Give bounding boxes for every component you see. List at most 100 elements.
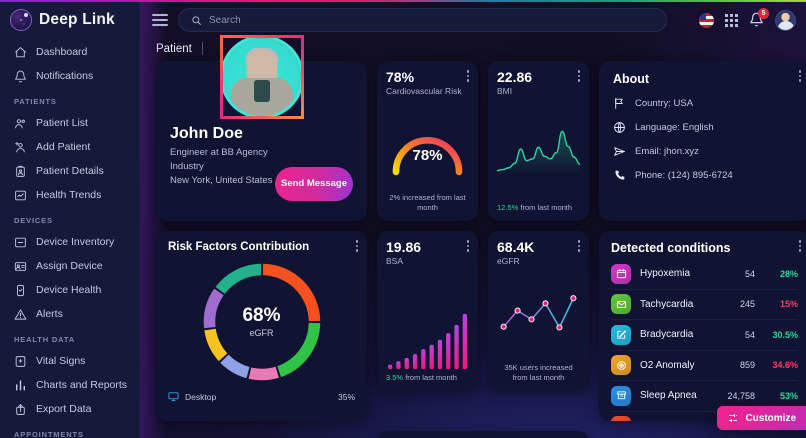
conditions-title: Detected conditions — [611, 241, 731, 255]
send-message-button[interactable]: Send Message — [275, 167, 353, 201]
phone-icon — [615, 170, 625, 180]
risk-footer-value: 35% — [337, 391, 355, 402]
bsa-value: 19.86 — [386, 239, 422, 255]
condition-count: 54 — [744, 268, 755, 279]
globe-icon — [614, 122, 625, 133]
condition-percent: 34.6% — [772, 360, 798, 371]
sidebar-item-alerts[interactable]: Alerts — [0, 302, 140, 326]
condition-row[interactable]: Spam Message54847% — [611, 412, 798, 421]
patient-meta: Engineer at BB Agency Industry New York,… — [170, 143, 353, 187]
vitals-icon — [15, 355, 26, 367]
risk-footer: Desktop 35% — [168, 391, 355, 402]
card-menu-icon[interactable] — [466, 70, 469, 82]
condition-row[interactable]: Tachycardia 245 15% — [611, 290, 798, 320]
condition-row[interactable]: Sleep Apnea 24,758 53% — [611, 381, 798, 412]
user-plus-icon — [15, 141, 25, 152]
card-menu-icon[interactable] — [466, 240, 469, 252]
bsa-bar-chart — [387, 313, 468, 369]
bsa-bar — [396, 361, 401, 369]
customize-button[interactable]: Customize — [717, 406, 806, 430]
card-menu-icon[interactable] — [798, 70, 801, 82]
egfr-point — [514, 307, 521, 314]
heartbeat-card: 120 23.7% Average Heartbeat Rate — [377, 431, 589, 438]
sidebar-item-label: Device Inventory — [36, 236, 115, 248]
sidebar-item-device-health[interactable]: Device Health — [0, 278, 140, 302]
condition-row[interactable]: O2 Anomaly 859 34.6% — [611, 351, 798, 381]
sidebar-item-charts-and-reports[interactable]: Charts and Reports — [0, 373, 140, 397]
bmi-footer: 12.5% from last month — [497, 203, 580, 213]
bsa-delta: 3.5% — [386, 372, 404, 382]
egfr-point — [556, 324, 563, 331]
condition-row[interactable]: Hypoxemia 54 28% — [611, 259, 798, 290]
notifications-button[interactable]: 5 — [749, 8, 769, 28]
sidebar-item-assign-device[interactable]: Assign Device — [0, 254, 140, 278]
bsa-footer: 3.5% from last month — [386, 373, 469, 383]
condition-percent: 15% — [779, 299, 798, 310]
apps-grid-icon[interactable] — [725, 13, 738, 27]
top-bar-actions: 5 — [699, 8, 796, 31]
warning-icon — [14, 308, 27, 320]
dashboard-grid: John Doe Engineer at BB Agency Industry … — [140, 35, 806, 438]
bmi-value: 22.86 — [497, 69, 533, 85]
sidebar-item-patient-list[interactable]: Patient List — [0, 111, 140, 135]
home-icon — [14, 46, 27, 59]
target-icon — [611, 355, 631, 376]
brand-logo-icon — [10, 9, 32, 31]
sidebar-item-health-trends[interactable]: Health Trends — [0, 183, 140, 207]
sidebar-item-device-inventory[interactable]: Device Inventory — [0, 230, 140, 254]
condition-count: 54 — [744, 329, 755, 340]
mobile-check-icon — [17, 284, 24, 296]
egfr-line — [503, 297, 575, 329]
donut-segment — [203, 328, 227, 362]
phone-icon — [613, 169, 626, 182]
donut-center: 68% eGFR — [168, 306, 355, 338]
sidebar-item-notifications[interactable]: Notifications — [0, 64, 140, 88]
search-bar[interactable] — [178, 8, 667, 32]
bar-chart-icon — [16, 379, 25, 391]
sidebar-section-patients: PATIENTS — [14, 97, 57, 106]
card-menu-icon[interactable] — [355, 240, 358, 252]
bmi-footer-text: from last month — [520, 202, 573, 212]
sidebar-item-add-patient[interactable]: Add Patient — [0, 135, 140, 159]
top-accent-bar — [0, 0, 806, 2]
sidebar-item-vital-signs[interactable]: Vital Signs — [0, 349, 140, 373]
search-input[interactable] — [209, 14, 654, 26]
sidebar-item-label: Charts and Reports — [36, 379, 128, 391]
target-icon — [616, 360, 626, 370]
menu-toggle-icon[interactable] — [152, 14, 168, 26]
id-card-icon — [14, 260, 27, 273]
egfr-card: 68.4K eGFR 35K users increased from last… — [488, 231, 589, 391]
card-menu-icon[interactable] — [798, 240, 801, 252]
user-avatar[interactable] — [775, 9, 796, 31]
bsa-bar — [462, 313, 468, 369]
egfr-value: 68.4K — [497, 239, 535, 255]
patient-occupation: Engineer at BB Agency — [170, 147, 268, 158]
condition-percent: 30.5% — [772, 329, 798, 340]
upload-icon — [16, 403, 25, 415]
bell-icon — [14, 70, 27, 83]
about-row: Phone: (124) 895-6724 — [613, 169, 796, 182]
donut-chart — [203, 263, 320, 381]
warning-icon — [14, 308, 27, 321]
bsa-bar — [387, 364, 393, 369]
send-icon — [614, 147, 625, 156]
about-row-text: Language: English — [635, 122, 714, 133]
brand[interactable]: Deep Link — [0, 0, 140, 40]
card-menu-icon[interactable] — [577, 240, 580, 252]
about-rows: Country: USA Language: English Email: jhon… — [613, 97, 796, 182]
sliders-icon — [729, 414, 738, 422]
about-row-text: Email: jhon.xyz — [635, 146, 699, 157]
calendar-icon — [616, 269, 626, 279]
language-flag-icon[interactable] — [699, 12, 714, 28]
sidebar-item-export-data[interactable]: Export Data — [0, 397, 140, 421]
sidebar-item-patient-details[interactable]: Patient Details — [0, 159, 140, 183]
donut-value: 68% — [242, 305, 281, 326]
condition-row[interactable]: Bradycardia 54 30.5% — [611, 320, 798, 351]
trend-icon — [15, 190, 26, 200]
about-card: About Country: USA Language: English Email… — [599, 61, 806, 221]
clipboard-user-icon — [14, 165, 27, 178]
sidebar-item-dashboard[interactable]: Dashboard — [0, 40, 140, 64]
card-menu-icon[interactable] — [577, 70, 580, 82]
globe-icon — [613, 121, 626, 134]
